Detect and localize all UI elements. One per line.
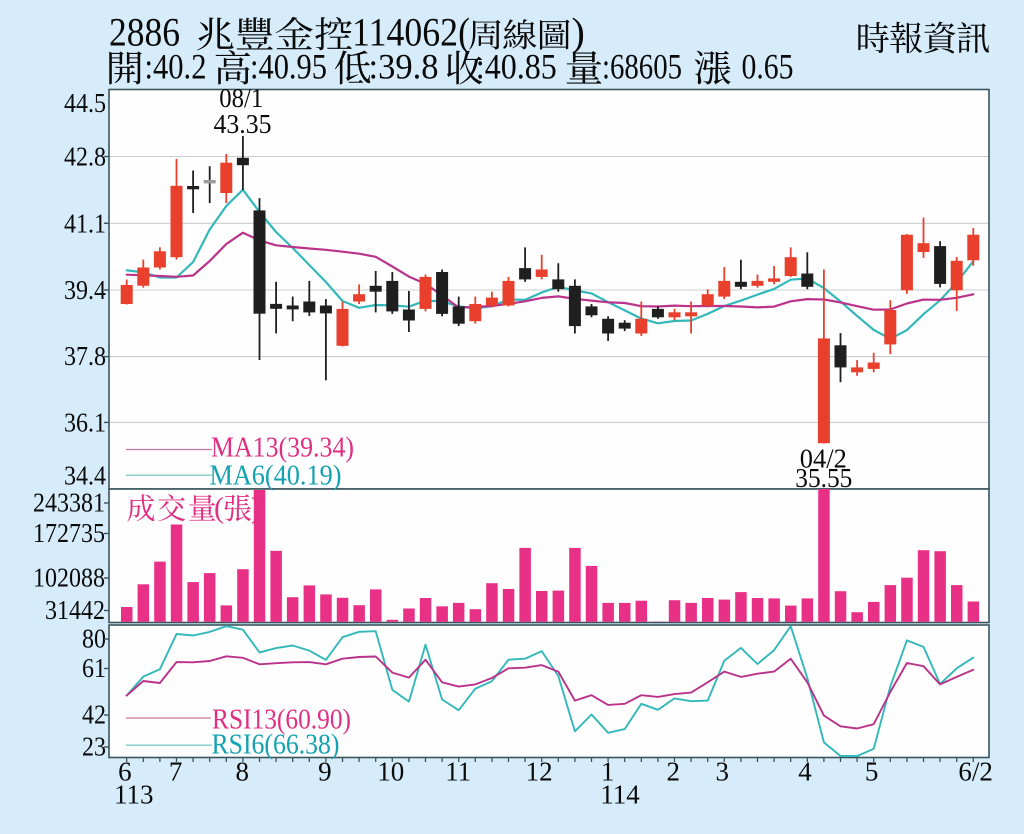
svg-text:113: 113 [114,780,154,810]
svg-text:34.4: 34.4 [64,461,106,491]
svg-text:41.1: 41.1 [64,208,106,238]
svg-text:172735: 172735 [33,518,105,548]
svg-text:31442: 31442 [45,595,105,625]
svg-text:35.55: 35.55 [795,463,852,493]
svg-text:RSI6(66.38): RSI6(66.38) [212,729,340,760]
svg-text:23: 23 [82,732,106,762]
svg-text:43.35: 43.35 [214,109,272,139]
svg-text::39.8: :39.8 [369,47,439,87]
svg-text:11: 11 [445,757,471,787]
svg-text:42.8: 42.8 [64,142,106,172]
svg-text:MA13(39.34): MA13(39.34) [211,433,354,464]
svg-text:04/2: 04/2 [800,444,847,474]
svg-text:243381: 243381 [33,488,105,518]
svg-text:1: 1 [601,757,615,787]
svg-text:61: 61 [82,653,106,683]
svg-text:3: 3 [715,757,729,787]
svg-text:2886: 2886 [109,10,180,55]
svg-text:6: 6 [118,757,132,787]
svg-text:80: 80 [82,624,106,654]
svg-text:12: 12 [526,757,553,787]
svg-text:): ) [251,492,261,525]
svg-text:RSI13(60.90): RSI13(60.90) [212,704,351,735]
svg-text:0.65: 0.65 [742,47,794,87]
svg-text::68605: :68605 [602,47,682,87]
svg-text:10: 10 [377,757,404,787]
svg-text::40.2: :40.2 [145,47,207,87]
svg-text:08/1: 08/1 [219,83,263,113]
svg-text:4: 4 [798,757,812,787]
svg-text:5: 5 [865,757,879,787]
svg-text:): ) [572,10,585,55]
svg-text:8: 8 [235,757,249,787]
svg-text::40.85: :40.85 [476,47,557,87]
svg-text:102088: 102088 [33,563,105,593]
svg-text:37.8: 37.8 [64,341,106,371]
svg-text:6/2: 6/2 [958,757,993,787]
svg-text:114062(: 114062( [352,10,470,55]
svg-text:9: 9 [318,757,332,787]
svg-text:MA6(40.19): MA6(40.19) [210,461,342,492]
svg-text:39.4: 39.4 [64,275,106,305]
svg-text::40.95: :40.95 [250,47,327,87]
svg-text:(: ( [214,492,224,525]
svg-text:42: 42 [82,700,106,730]
svg-text:7: 7 [169,757,183,787]
svg-text:44.5: 44.5 [64,88,106,118]
svg-text:114: 114 [600,780,640,810]
svg-text:36.1: 36.1 [64,407,106,437]
svg-text:2: 2 [667,757,681,787]
